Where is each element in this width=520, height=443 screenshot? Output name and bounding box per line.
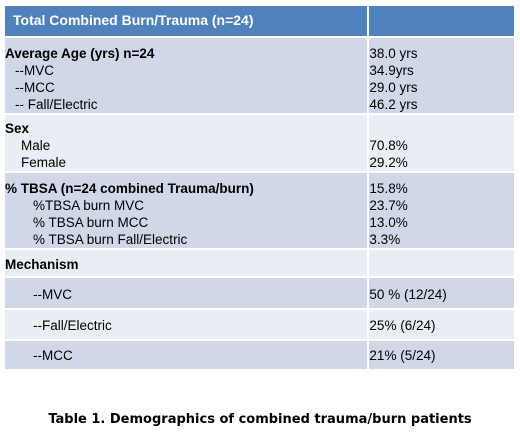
- tbsa-mcc-value: 13.0%: [369, 214, 408, 230]
- mechanism-fall-electric-value: 25% (6/24): [369, 317, 436, 333]
- sex-male-label: Male: [21, 137, 51, 153]
- mechanism-fall-electric-row: --Fall/Electric 25% (6/24): [5, 308, 514, 341]
- sex-row: Sex Male Female 70.8% 29.2%: [5, 113, 514, 173]
- sex-female-label: Female: [21, 154, 67, 170]
- tbsa-total-value: 15.8%: [369, 180, 408, 196]
- mechanism-fall-electric-label-cell: --Fall/Electric: [5, 308, 370, 341]
- tbsa-title: % TBSA (n=24 combined Trauma/burn): [5, 180, 254, 196]
- sex-title: Sex: [5, 120, 30, 136]
- mechanism-mvc-value-cell: 50 % (12/24): [368, 276, 514, 310]
- mechanism-mcc-row: --MCC 21% (5/24): [5, 339, 514, 371]
- tbsa-mcc-label: % TBSA burn MCC: [33, 214, 149, 230]
- tbsa-values: 15.8% 23.7% 13.0% 3.3%: [368, 171, 514, 250]
- mechanism-mcc-label: --MCC: [33, 347, 73, 363]
- mechanism-fall-electric-label: --Fall/Electric: [33, 317, 112, 333]
- age-mvc-label: --MVC: [15, 62, 54, 78]
- mechanism-fall-electric-value-cell: 25% (6/24): [368, 308, 514, 341]
- table-header-label: Total Combined Burn/Trauma (n=24): [5, 5, 370, 38]
- sex-labels: Sex Male Female: [5, 113, 370, 173]
- tbsa-fall-electric-label: % TBSA burn Fall/Electric: [33, 231, 188, 247]
- mechanism-title-value: [368, 248, 514, 278]
- mechanism-title: Mechanism: [5, 256, 79, 272]
- mechanism-mcc-value: 21% (5/24): [369, 347, 436, 363]
- age-mcc-value: 29.0 yrs: [369, 79, 418, 95]
- mechanism-mvc-row: --MVC 50 % (12/24): [5, 276, 514, 310]
- age-fall-electric-value: 46.2 yrs: [369, 96, 418, 112]
- mechanism-title-row: Mechanism: [5, 248, 514, 278]
- mechanism-mvc-label-cell: --MVC: [5, 276, 370, 310]
- age-values: 38.0 yrs 34.9yrs 29.0 yrs 46.2 yrs: [368, 36, 514, 115]
- mechanism-mvc-value: 50 % (12/24): [369, 286, 447, 302]
- table-header-value: [368, 5, 514, 38]
- mechanism-mvc-label: --MVC: [33, 286, 72, 302]
- mechanism-mcc-label-cell: --MCC: [5, 339, 370, 371]
- age-fall-electric-label: -- Fall/Electric: [15, 96, 98, 112]
- demographics-table: Total Combined Burn/Trauma (n=24) Averag…: [5, 5, 514, 371]
- table-header-row: Total Combined Burn/Trauma (n=24): [5, 5, 514, 38]
- tbsa-row: % TBSA (n=24 combined Trauma/burn) %TBSA…: [5, 171, 514, 250]
- tbsa-mvc-value: 23.7%: [369, 197, 408, 213]
- sex-female-value: 29.2%: [369, 154, 408, 170]
- tbsa-mvc-label: %TBSA burn MVC: [33, 197, 145, 213]
- sex-male-value: 70.8%: [369, 137, 408, 153]
- age-labels: Average Age (yrs) n=24 --MVC --MCC -- Fa…: [5, 36, 370, 115]
- age-average-value: 38.0 yrs: [369, 45, 418, 61]
- mechanism-mcc-value-cell: 21% (5/24): [368, 339, 514, 371]
- age-title: Average Age (yrs) n=24: [5, 45, 155, 61]
- mechanism-title-cell: Mechanism: [5, 248, 370, 278]
- sex-spacer: [369, 120, 514, 137]
- age-row: Average Age (yrs) n=24 --MVC --MCC -- Fa…: [5, 36, 514, 115]
- age-mcc-label: --MCC: [15, 79, 55, 95]
- table-caption: Table 1. Demographics of combined trauma…: [48, 412, 472, 427]
- age-mvc-value: 34.9yrs: [369, 62, 414, 78]
- tbsa-fall-electric-value: 3.3%: [369, 231, 401, 247]
- sex-values: 70.8% 29.2%: [368, 113, 514, 173]
- tbsa-labels: % TBSA (n=24 combined Trauma/burn) %TBSA…: [5, 171, 370, 250]
